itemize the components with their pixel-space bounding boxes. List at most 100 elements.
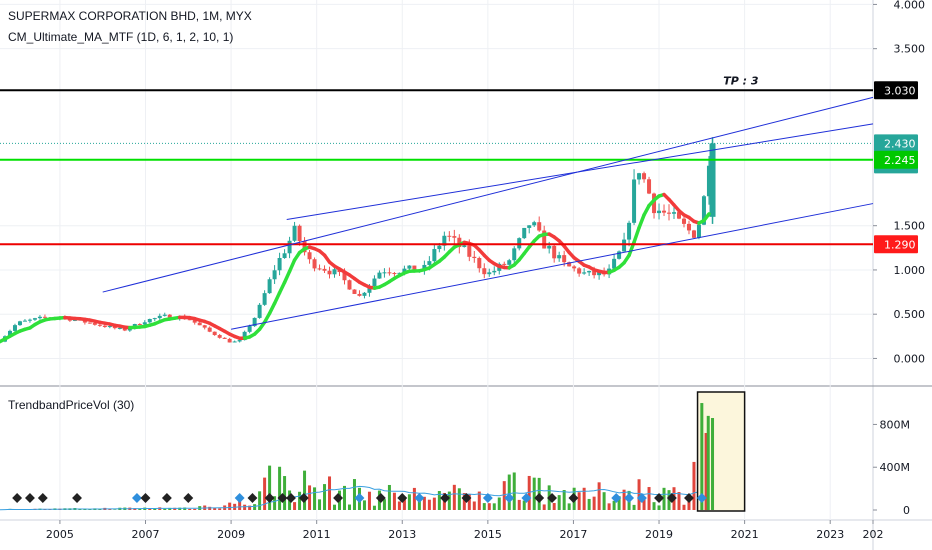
candle-body [527, 225, 532, 228]
signal-diamond-marker [37, 493, 48, 503]
volume-bar [427, 499, 431, 510]
volume-spike-bar [704, 432, 708, 510]
candle-body [217, 335, 222, 338]
channel-trendline [102, 96, 874, 293]
candle-body [307, 252, 312, 260]
candle-body [267, 279, 272, 294]
candle-body [122, 327, 127, 331]
signal-diamond-marker [25, 493, 35, 503]
candle-body [117, 327, 122, 329]
time-tick-label: 2023 [816, 528, 844, 541]
moving-average-segment [632, 225, 641, 244]
candle-body [447, 235, 452, 237]
candle-body [352, 289, 357, 294]
volume-bar [328, 476, 332, 510]
candle-body [472, 256, 477, 259]
time-tick-label: 2015 [474, 528, 502, 541]
volume-bar [607, 503, 611, 510]
candle-body [97, 324, 102, 326]
volume-bar [507, 474, 511, 510]
volume-bar [492, 503, 496, 510]
candle-body [42, 316, 47, 318]
signal-diamond-marker [654, 493, 664, 503]
volume-bar [188, 508, 192, 510]
candle-body [512, 248, 517, 261]
candle-body [152, 318, 157, 320]
candle-body [477, 258, 482, 269]
candle-body [107, 326, 112, 328]
moving-average-segment [272, 291, 282, 306]
price-tag[interactable] [874, 235, 918, 254]
volume-bar [308, 485, 312, 510]
volume-bar [293, 502, 297, 510]
volume-bar [692, 461, 696, 510]
candle-body [462, 245, 467, 248]
price-tag[interactable] [874, 134, 918, 153]
volume-bar [552, 502, 556, 510]
candle-body [662, 210, 667, 213]
candle-body [147, 318, 152, 323]
ma-indicator-label[interactable]: CM_Ultimate_MA_MTF (1D, 6, 1, 2, 10, 1) [8, 30, 234, 44]
volume-bar [652, 502, 656, 510]
tp-annotation: TP : 3 [723, 74, 759, 87]
volume-bar [467, 494, 471, 510]
candle-body [567, 262, 572, 267]
candle-body [237, 340, 242, 342]
candle-body [202, 325, 207, 328]
candle-body [12, 325, 17, 331]
volume-bar [577, 492, 581, 510]
volume-bar [487, 503, 491, 510]
candle-body [667, 212, 672, 214]
signal-diamond-marker [666, 493, 677, 503]
volume-bar [333, 504, 337, 510]
volume-tick-label: 0 [903, 504, 910, 517]
volume-bar [258, 491, 262, 510]
volume-bar [412, 487, 416, 510]
candle-body [547, 245, 552, 249]
candle-body [617, 251, 622, 259]
candle-body [192, 319, 197, 323]
candle-body [227, 338, 232, 343]
symbol-title: SUPERMAX CORPORATION BHD, 1M, MYX [8, 9, 252, 23]
volume-spike-bar [706, 415, 710, 510]
candle-body [112, 326, 117, 329]
volume-bar [397, 501, 401, 510]
candle-body [686, 223, 691, 231]
volume-bar [153, 508, 157, 510]
time-tick-label: 2005 [46, 528, 74, 541]
moving-average-segment [287, 258, 297, 274]
candle-body [507, 260, 512, 265]
candle-body [637, 173, 642, 180]
candle-body [482, 268, 487, 275]
candle-body [392, 273, 397, 275]
price-tick-label: 1.000 [894, 264, 926, 277]
candle-body [37, 316, 42, 319]
price-tag[interactable] [874, 81, 918, 100]
candle-body [677, 212, 681, 219]
volume-bar [108, 509, 112, 510]
volume-bar [268, 465, 272, 510]
signal-diamond-marker [440, 493, 451, 503]
candle-body [157, 315, 162, 319]
volume-bar [612, 500, 616, 510]
volume-axis: 800M 400M 0 [873, 418, 910, 517]
candle-body [452, 236, 457, 238]
volume-bar [342, 485, 346, 510]
volume-average-line [0, 485, 700, 511]
price-tag[interactable] [874, 150, 918, 169]
candle-body [627, 222, 632, 240]
candle-body [212, 331, 217, 336]
time-tick-label: 202 [863, 528, 884, 541]
volume-indicator-label[interactable]: TrendbandPriceVol (30) [8, 398, 135, 412]
volume-bar [587, 498, 591, 510]
volume-bar [228, 502, 232, 510]
signal-diamond-marker [277, 493, 288, 503]
candle-body [397, 272, 402, 274]
volume-bar [622, 489, 626, 510]
volume-bar [367, 491, 371, 510]
volume-bar [517, 499, 521, 510]
price-tick-label: 4.000 [894, 0, 926, 11]
candle-body [672, 212, 677, 214]
